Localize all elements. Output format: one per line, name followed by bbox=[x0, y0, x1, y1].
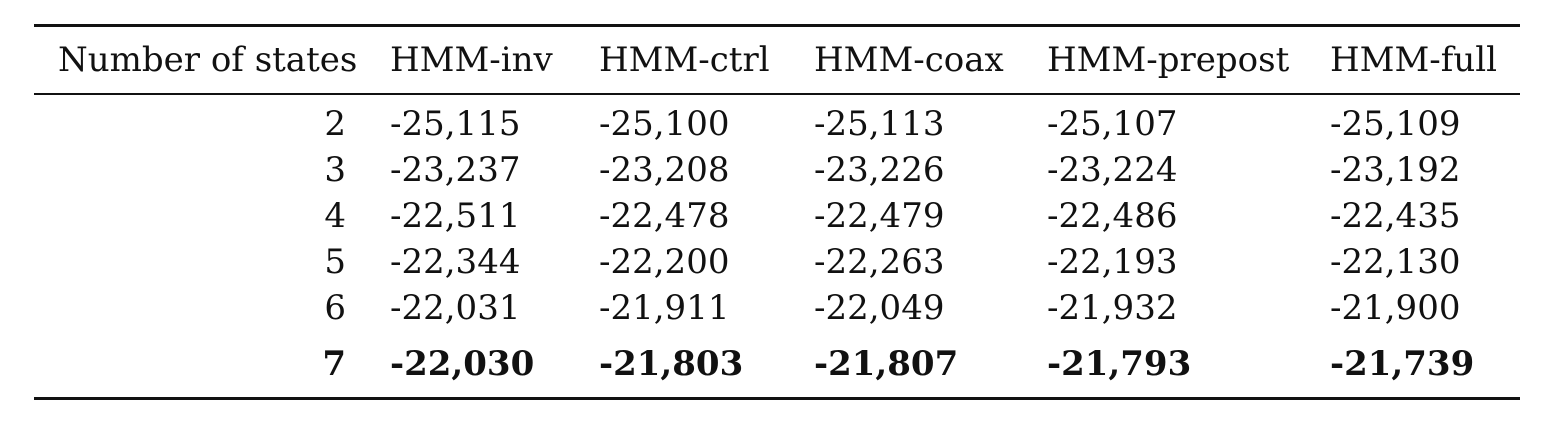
states-cell: 7 bbox=[322, 344, 346, 384]
value-cell: -22,344 bbox=[390, 242, 521, 282]
value-cell: -22,049 bbox=[814, 288, 945, 328]
value-cell-bold: -21,739 bbox=[1330, 344, 1475, 384]
value-cell: -21,911 bbox=[599, 288, 730, 328]
header-rule bbox=[34, 93, 1520, 95]
value-cell: -25,107 bbox=[1047, 104, 1178, 144]
value-cell-bold: -22,030 bbox=[390, 344, 535, 384]
value-cell: -25,109 bbox=[1330, 104, 1461, 144]
value-cell: -22,435 bbox=[1330, 196, 1461, 236]
value-cell: -22,479 bbox=[814, 196, 945, 236]
table-row: 2 -25,115 -25,100 -25,113 -25,107 -25,10… bbox=[34, 95, 1520, 147]
table-row-best: 7 -22,030 -21,803 -21,807 -21,793 -21,73… bbox=[34, 331, 1520, 397]
bottom-rule bbox=[34, 397, 1520, 400]
value-cell: -21,900 bbox=[1330, 288, 1461, 328]
value-cell: -22,263 bbox=[814, 242, 945, 282]
states-cell: 4 bbox=[324, 196, 346, 236]
value-cell: -21,932 bbox=[1047, 288, 1178, 328]
value-cell: -25,113 bbox=[814, 104, 945, 144]
top-rule bbox=[34, 24, 1520, 27]
header-number-of-states: Number of states bbox=[58, 40, 358, 80]
states-cell: 5 bbox=[324, 242, 346, 282]
value-cell: -23,237 bbox=[390, 150, 521, 190]
value-cell: -22,031 bbox=[390, 288, 521, 328]
header-hmm-prepost: HMM-prepost bbox=[1047, 40, 1290, 80]
states-cell: 6 bbox=[324, 288, 346, 328]
value-cell: -22,478 bbox=[599, 196, 730, 236]
table-row: 5 -22,344 -22,200 -22,263 -22,193 -22,13… bbox=[34, 239, 1520, 285]
value-cell: -22,200 bbox=[599, 242, 730, 282]
results-table: Number of states HMM-inv HMM-ctrl HMM-co… bbox=[34, 24, 1520, 400]
table-header-row: Number of states HMM-inv HMM-ctrl HMM-co… bbox=[34, 27, 1520, 93]
value-cell: -23,192 bbox=[1330, 150, 1461, 190]
value-cell: -22,511 bbox=[390, 196, 521, 236]
value-cell-bold: -21,807 bbox=[814, 344, 959, 384]
value-cell: -23,224 bbox=[1047, 150, 1178, 190]
states-cell: 2 bbox=[324, 104, 346, 144]
table-row: 6 -22,031 -21,911 -22,049 -21,932 -21,90… bbox=[34, 285, 1520, 331]
value-cell: -22,486 bbox=[1047, 196, 1178, 236]
header-hmm-coax: HMM-coax bbox=[814, 40, 1004, 80]
value-cell-bold: -21,803 bbox=[599, 344, 744, 384]
table-row: 3 -23,237 -23,208 -23,226 -23,224 -23,19… bbox=[34, 147, 1520, 193]
states-cell: 3 bbox=[324, 150, 346, 190]
value-cell: -22,130 bbox=[1330, 242, 1461, 282]
value-cell: -23,208 bbox=[599, 150, 730, 190]
table-row: 4 -22,511 -22,478 -22,479 -22,486 -22,43… bbox=[34, 193, 1520, 239]
value-cell: -22,193 bbox=[1047, 242, 1178, 282]
header-hmm-inv: HMM-inv bbox=[390, 40, 553, 80]
header-hmm-ctrl: HMM-ctrl bbox=[599, 40, 770, 80]
value-cell: -25,100 bbox=[599, 104, 730, 144]
value-cell-bold: -21,793 bbox=[1047, 344, 1192, 384]
value-cell: -23,226 bbox=[814, 150, 945, 190]
value-cell: -25,115 bbox=[390, 104, 521, 144]
header-hmm-full: HMM-full bbox=[1330, 40, 1497, 80]
